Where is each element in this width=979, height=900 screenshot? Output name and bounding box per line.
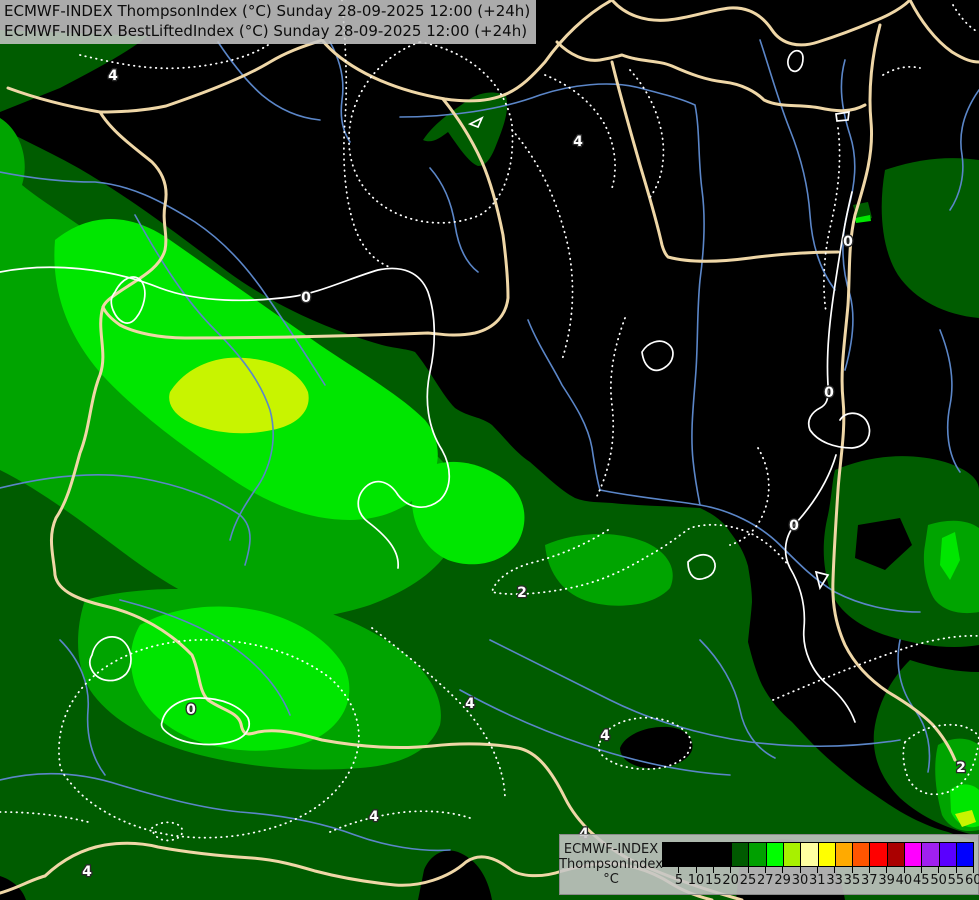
legend-color-cell [714,843,733,866]
title-line-thompson: ECMWF-INDEX ThompsonIndex (°C) Sunday 28… [4,2,531,20]
legend-ticklabel: 31 [809,873,826,888]
legend-tickmark [783,867,801,873]
legend-unit: °C [603,872,619,887]
legend-ticklabel: 50 [930,873,947,888]
legend-color-cell [835,843,854,866]
contour-label-2: 2 [956,760,966,776]
legend-tickmark [870,867,888,873]
contour-label-4: 4 [465,696,475,712]
contour-label-4: 4 [108,68,118,84]
contour-label-2: 2 [517,585,527,601]
legend-ticklabel: 20 [722,873,739,888]
legend-ticklabel: 60 [964,873,979,888]
legend-ticklabel: 29 [774,873,791,888]
contour-label-4: 4 [369,809,379,825]
legend-tickmark [679,867,697,873]
legend-color-cell [783,843,802,866]
legend-ticklabel: 45 [912,873,930,888]
legend-tickmark [887,867,905,873]
legend-color-cell [853,843,871,866]
contour-label-4: 4 [82,864,92,880]
legend-tickmark [697,867,715,873]
legend-color-cell [939,843,957,866]
contour-label-4: 4 [573,134,583,150]
legend-ticklabels: 5 10 15 20 25 27 29 30 31 33 35 37 39 40 45 50 55 60 [662,873,979,889]
legend-tickmark [905,867,923,873]
legend-ticklabel: 5 [674,873,684,888]
contour-label-0: 0 [824,385,834,401]
legend-ticklabel: 10 [687,873,705,888]
legend-tickmark [662,867,680,873]
contours-solid [0,49,871,746]
legend-ticklabel: 39 [878,873,895,888]
legend-tickmark [835,867,853,873]
legend-color-cell [801,843,819,866]
legend-color-cell [956,843,974,866]
legend-color-cell [732,843,750,866]
legend-ticklabel: 40 [895,873,913,888]
legend-ticklabel: 55 [947,873,965,888]
legend-ticklabel: 33 [826,873,843,888]
legend-tickmark [939,867,957,873]
legend-ticklabel: 35 [843,873,861,888]
legend-color-cell [887,843,905,866]
contours-dotted [0,0,979,842]
legend-ticklabel: 30 [791,873,809,888]
legend-tickmark [922,867,940,873]
legend-ticklabel: 15 [705,873,722,888]
legend-tickmark [957,867,975,873]
legend-titles: ECMWF-INDEX ThompsonIndex °C [559,835,663,894]
legend-color-cell [697,843,715,866]
legend: ECMWF-INDEX ThompsonIndex °C 5 10 15 20 25 27… [559,834,979,895]
legend-ticklabel: 25 [739,873,757,888]
title-line-bestlifted: ECMWF-INDEX BestLiftedIndex (°C) Sunday … [4,22,528,40]
legend-color-cell [749,843,767,866]
legend-tickmark [818,867,836,873]
legend-ticklabel: 37 [861,873,878,888]
legend-color-cell [663,843,681,866]
legend-title-index: ThompsonIndex [559,857,663,872]
fill-chartreuse [169,357,976,827]
rivers [0,39,979,852]
title-box: ECMWF-INDEX ThompsonIndex (°C) Sunday 28… [0,0,537,44]
legend-tickmark [801,867,819,873]
contour-labels: 44000024424440 [81,67,967,882]
legend-tickmarks [662,867,975,873]
legend-title-model: ECMWF-INDEX [563,842,659,857]
legend-color-cell [818,843,836,866]
legend-color-cell [766,843,784,866]
contour-label-0: 0 [789,518,799,534]
legend-tickmark [853,867,871,873]
legend-scale: 5 10 15 20 25 27 29 30 31 33 35 37 39 40 45 50 55 60 [662,835,979,894]
legend-tickmark [731,867,749,873]
legend-color-cell [904,843,923,866]
legend-color-cell [870,843,888,866]
legend-tickmark [749,867,767,873]
legend-colorbar [662,842,974,867]
contour-label-0: 0 [186,702,196,718]
contour-label-0: 0 [301,290,311,306]
legend-tickmark [766,867,784,873]
legend-tickmark [714,867,732,873]
contour-label-0: 0 [843,234,853,250]
legend-ticklabel: 27 [757,873,774,888]
contour-label-4: 4 [600,728,610,744]
legend-color-cell [922,843,940,866]
legend-color-cell [680,843,698,866]
